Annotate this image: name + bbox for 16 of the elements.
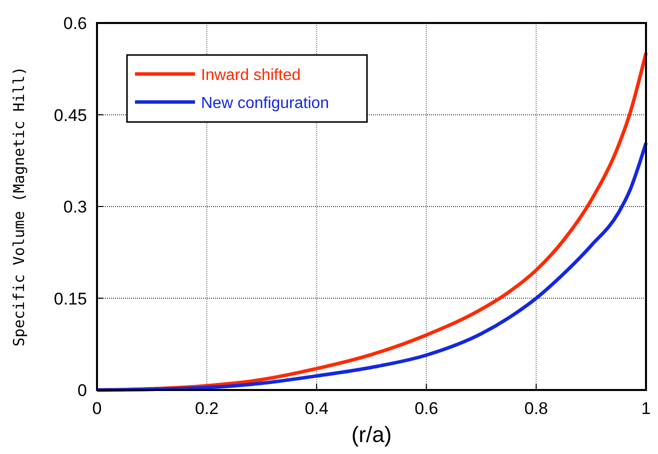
- y-tick-label: 0.3: [63, 198, 87, 216]
- legend-label: New configuration: [201, 95, 330, 112]
- y-tick-label: 0: [78, 381, 87, 400]
- y-tick-label: 0.45: [54, 106, 87, 125]
- x-tick-label: 0: [92, 399, 102, 418]
- x-tick-label: 0.4: [304, 399, 328, 418]
- line-series: [95, 141, 648, 392]
- x-axis-title: (r/a): [351, 422, 392, 447]
- y-tick-label: 0.6: [63, 14, 87, 33]
- x-tick-label: 0.2: [194, 399, 219, 418]
- x-tick-label: 0.6: [414, 399, 438, 418]
- x-tick-label: 0.8: [524, 399, 548, 418]
- y-tick-label: 0.15: [54, 289, 87, 308]
- legend-label: Inward shifted: [201, 67, 301, 84]
- y-axis-title: Specific Volume (Magnetic Hill): [10, 66, 28, 346]
- x-tick-label: 1: [641, 399, 651, 418]
